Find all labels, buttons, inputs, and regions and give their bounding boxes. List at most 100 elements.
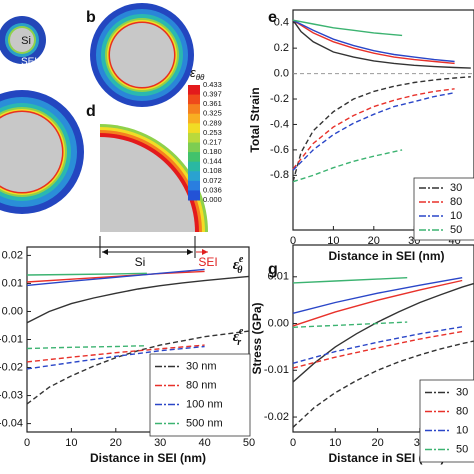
legend-label: 30 (456, 386, 468, 398)
plot-frame (292, 244, 474, 433)
x-tick-label: 10 (327, 235, 339, 247)
colorbar-block (188, 85, 200, 96)
y-tick-label: -0.02 (264, 411, 289, 423)
y-tick-label: -0.03 (0, 389, 23, 401)
y-axis-label: Stress (GPa) (250, 302, 264, 374)
annotation-text: ε (233, 257, 240, 273)
colorbar-tick-label: 0.217 (203, 137, 222, 146)
legend-frame (149, 353, 251, 437)
colorbar-tick-label: 0.036 (203, 185, 222, 194)
series-line (292, 19, 403, 37)
chart: g Stress (GPa) Distance in SEI (nm) 0.01 0.0… (250, 244, 474, 465)
series-line (292, 340, 474, 428)
series-line (26, 275, 250, 324)
x-tick-label: 0 (290, 437, 296, 449)
series-line (292, 19, 471, 69)
chart: Distance in SEI (nm) 0.02 0.01 0.00 -0.01 -0.… (0, 246, 255, 465)
legend-frame (419, 379, 474, 463)
legend-label: 30 (450, 182, 462, 194)
colorbar-tick-label: 0.397 (203, 90, 222, 99)
si-core (100, 137, 195, 232)
y-tick-label: -0.2 (270, 93, 289, 105)
colorbar-title-main: ε (190, 65, 196, 80)
colorbar-block (188, 171, 200, 182)
annotation-sup: e (239, 326, 244, 337)
y-tick-label: 0.01 (268, 271, 289, 283)
x-axis-label: Distance in SEI (nm) (328, 451, 444, 465)
series-line (292, 277, 408, 284)
x-axis-label: Distance in SEI (nm) (90, 451, 206, 465)
panel-c (0, 90, 84, 214)
series-line (292, 326, 463, 364)
annotation: εe r (233, 326, 244, 348)
si-core (0, 112, 62, 192)
legend-label: 80 (456, 405, 468, 417)
si-label: Si (21, 35, 31, 47)
x-tick-label: 0 (24, 437, 30, 449)
y-tick-label: 0.0 (274, 67, 289, 79)
x-tick-label: 0 (290, 235, 296, 247)
y-tick-label: 0.4 (274, 17, 289, 29)
series-line (292, 330, 463, 369)
x-tick-label: 50 (243, 437, 255, 449)
legend-label: 50 (450, 224, 462, 236)
series-line (26, 345, 147, 350)
series-line (292, 88, 455, 170)
panel-label: b (86, 9, 96, 26)
x-tick-label: 20 (110, 437, 122, 449)
y-tick-label: -0.01 (0, 333, 23, 345)
panel-d: d Si SEI (86, 103, 218, 269)
legend-label: 10 (450, 210, 462, 222)
panel-label: g (268, 261, 278, 278)
colorbar: εθθ 0.4330.3970.3610.3250.2890.2530.2170… (188, 65, 222, 204)
x-tick-label: 10 (65, 437, 77, 449)
annotation-sup: e (239, 254, 244, 265)
series-line (26, 330, 250, 405)
colorbar-tick-label: 0.289 (203, 118, 222, 127)
colorbar-block (188, 180, 200, 191)
si-core (10, 28, 34, 52)
annotation-sub: θ (237, 265, 243, 276)
y-tick-label: 0.00 (268, 317, 289, 329)
annotation: εe θ (233, 254, 244, 276)
panel-label: d (86, 103, 96, 120)
legend-label: 30 nm (186, 360, 217, 372)
colorbar-block (188, 161, 200, 172)
colorbar-block (188, 132, 200, 143)
series-line (292, 19, 455, 63)
colorbar-tick-label: 0.361 (203, 99, 222, 108)
colorbar-block (188, 113, 200, 124)
y-tick-label: 0.2 (274, 42, 289, 54)
series-line (292, 92, 455, 171)
colorbar-tick-label: 0.144 (203, 157, 222, 166)
colorbar-block (188, 104, 200, 115)
panel-a: Si SEI (0, 16, 46, 68)
y-tick-label: -0.02 (0, 361, 23, 373)
y-tick-label: 0.02 (2, 249, 23, 261)
x-tick-label: 30 (154, 437, 166, 449)
plot-frame (292, 9, 474, 231)
x-tick-label: 10 (329, 437, 341, 449)
x-tick-label: 20 (371, 437, 383, 449)
series-line (292, 279, 463, 327)
series-line (26, 268, 205, 287)
colorbar-tick-label: 0.325 (203, 109, 222, 118)
series-line (26, 344, 205, 363)
y-tick-label: 0.00 (2, 305, 23, 317)
series-line (292, 76, 471, 182)
colorbar-block (188, 123, 200, 134)
colorbar-tick-label: 0.108 (203, 166, 222, 175)
colorbar-tick-label: 0.180 (203, 147, 222, 156)
series-line (26, 345, 205, 370)
series-line (26, 272, 147, 276)
chart: e Total Strain Distance in SEI (nm) 0.4 0.2 0… (248, 9, 474, 263)
sei-label: SEI (198, 255, 217, 269)
panel-label: e (268, 9, 277, 26)
y-tick-label: -0.8 (270, 169, 289, 181)
colorbar-block (188, 142, 200, 153)
annotation-sub: r (237, 337, 241, 348)
series-line (292, 321, 408, 328)
y-tick-label: 0.01 (2, 277, 23, 289)
legend-label: 50 (456, 443, 468, 455)
